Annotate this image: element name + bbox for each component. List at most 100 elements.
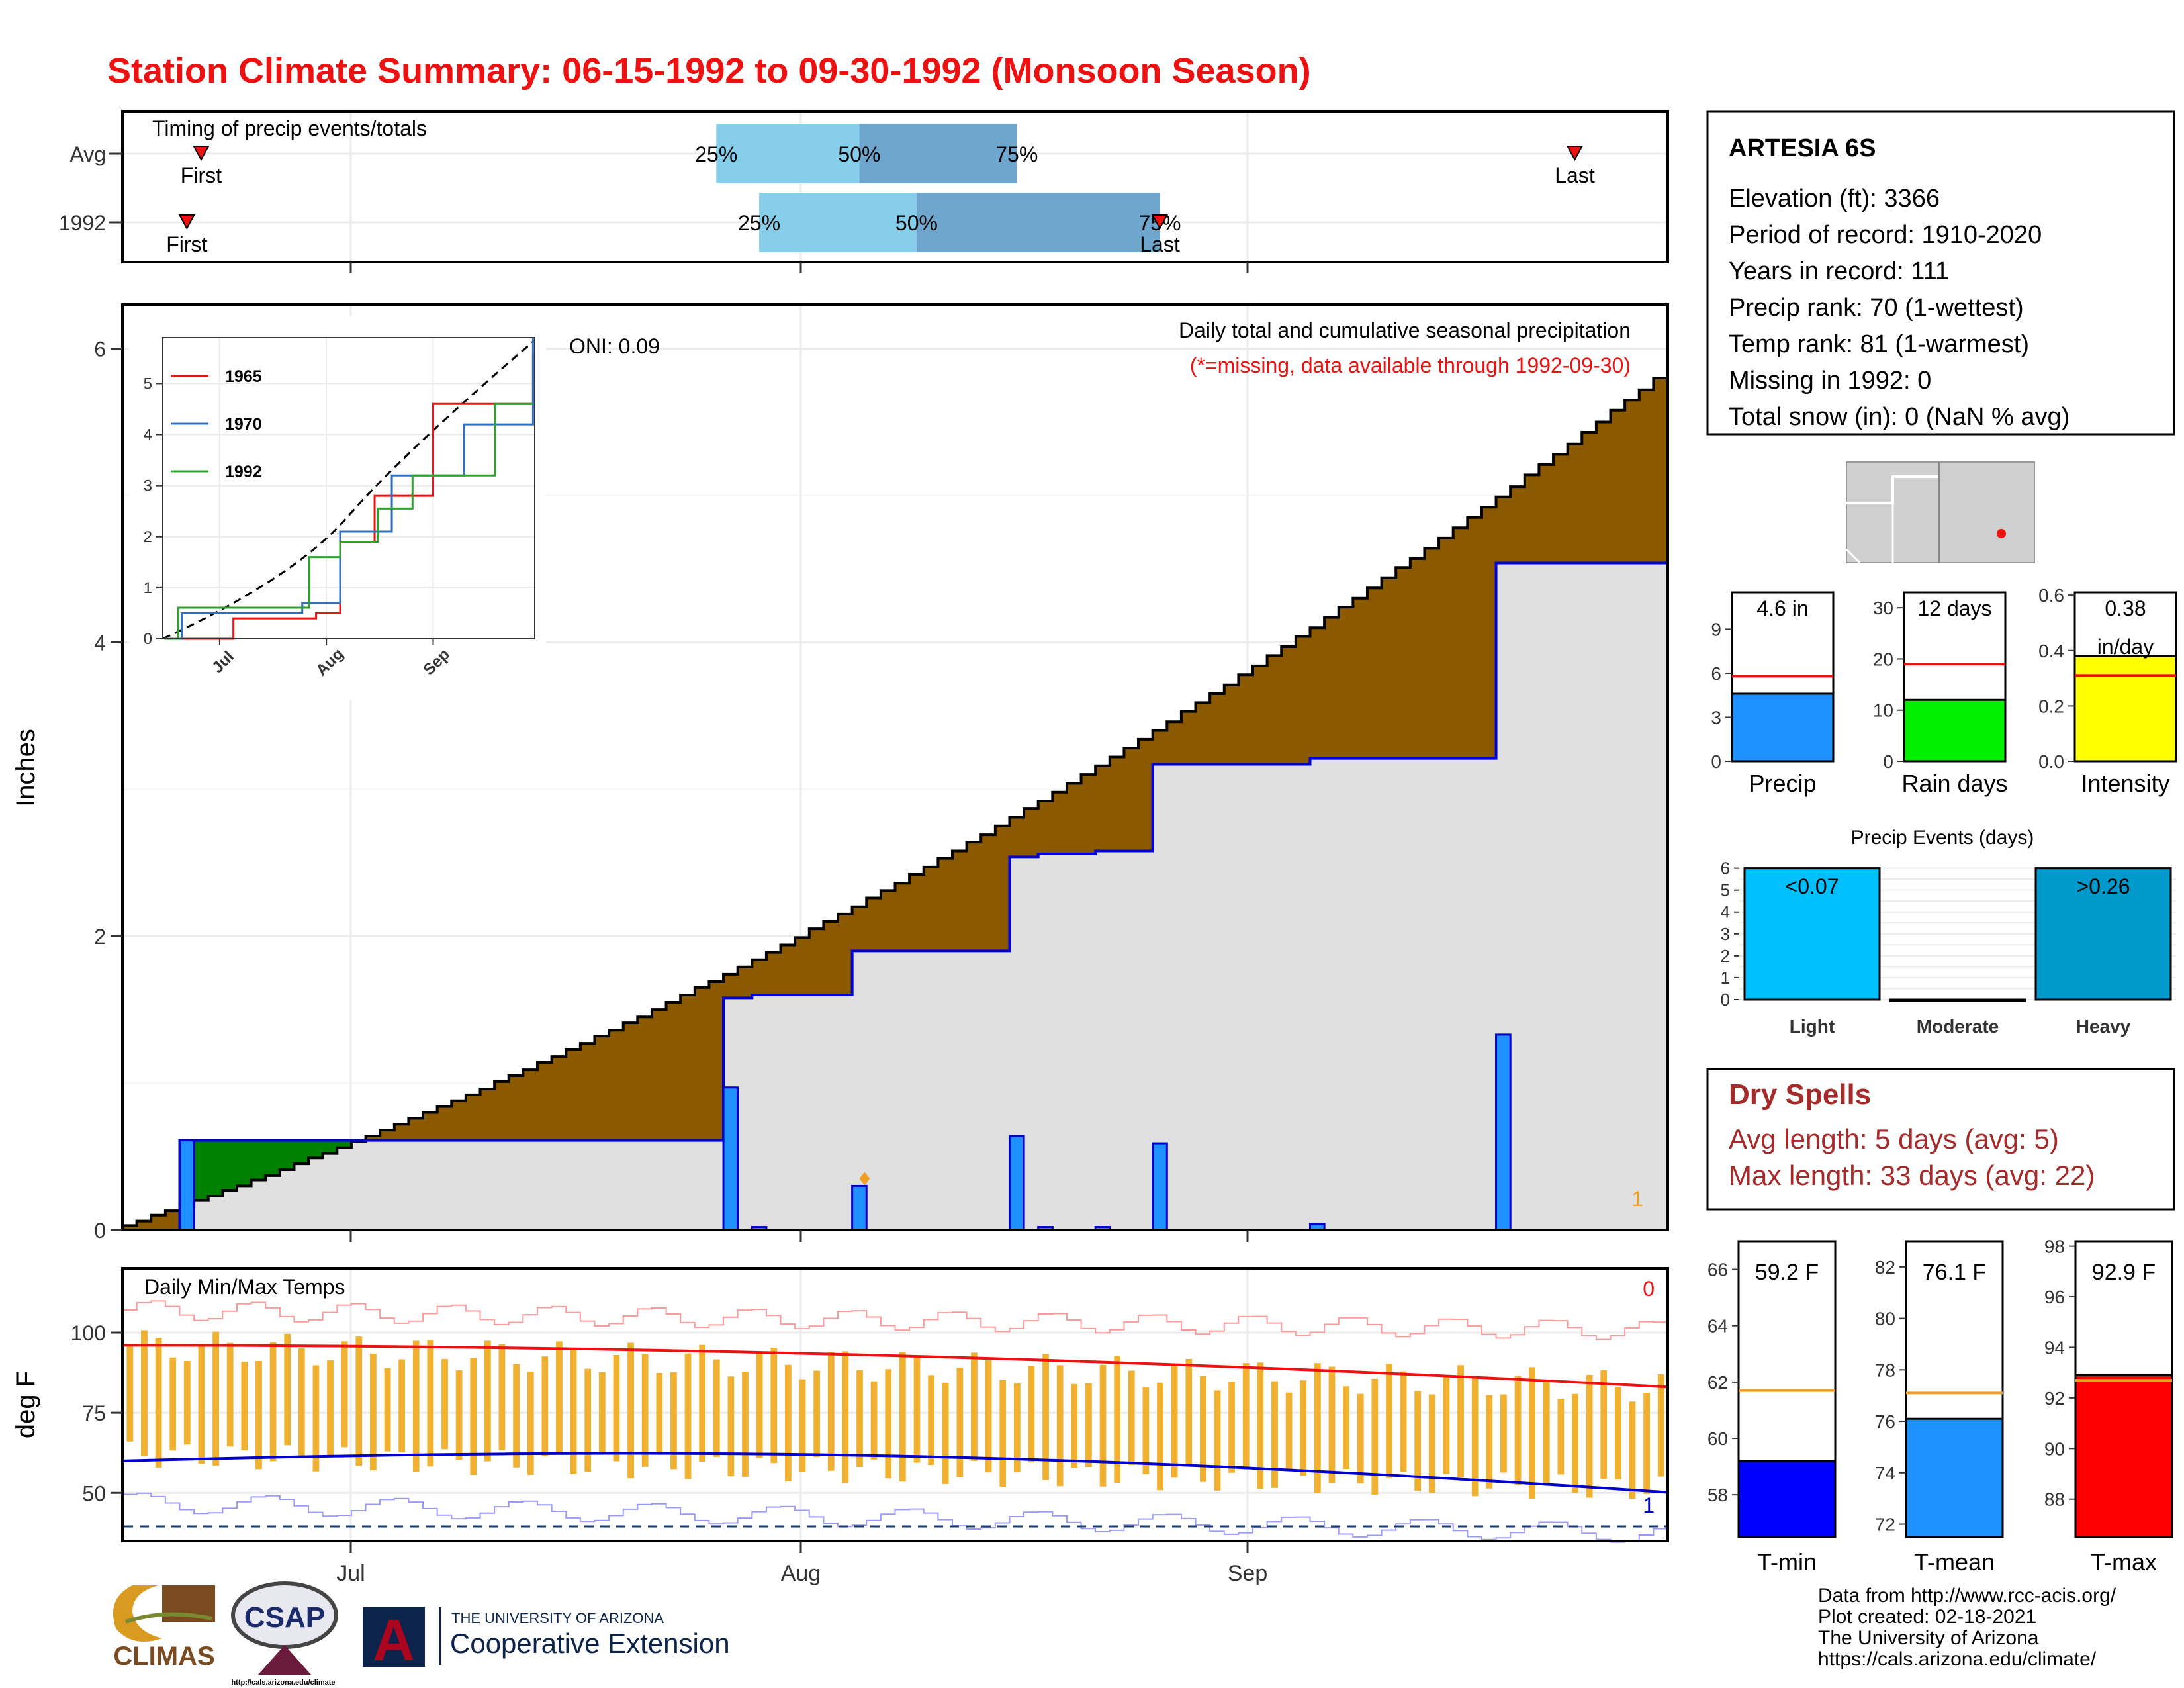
daily-temp-bar <box>971 1352 978 1461</box>
cum-base-fill <box>1109 851 1125 1230</box>
mini-bar-value: 12 days <box>1917 596 1991 620</box>
first-label: First <box>166 232 207 256</box>
events-category-label: Moderate <box>1917 1016 1999 1037</box>
x-tick-label: Sep <box>1228 1561 1268 1586</box>
events-bar-label: >0.26 <box>2077 874 2130 898</box>
deficit-fill <box>1396 567 1411 759</box>
daily-temp-bar <box>427 1340 434 1467</box>
cum-base-fill <box>795 994 810 1230</box>
daily-temp-bar <box>1285 1392 1293 1470</box>
deficit-fill <box>465 1094 481 1141</box>
deficit-fill <box>1195 702 1210 765</box>
cum-base-fill <box>1238 764 1253 1230</box>
cum-base-fill <box>1095 851 1111 1230</box>
mini-bar-precip <box>1731 692 1835 763</box>
temp-bar-tick-label: 94 <box>2044 1337 2065 1358</box>
deficit-fill <box>1210 694 1225 765</box>
avg-cumulative-line <box>121 376 1668 1230</box>
missing-marker <box>859 1172 870 1186</box>
last-marker <box>1151 214 1169 230</box>
deficit-fill <box>380 1130 395 1141</box>
deficit-fill <box>1539 464 1554 563</box>
cum-base-fill <box>1381 758 1396 1230</box>
cum-base-fill <box>1582 563 1597 1230</box>
daily-temp-bar <box>1314 1363 1321 1494</box>
cum-base-fill <box>408 1140 424 1230</box>
deficit-fill <box>1553 454 1569 563</box>
deficit-fill <box>1253 665 1268 765</box>
deficit-fill <box>909 874 925 951</box>
daily-temp-bar <box>1228 1382 1235 1473</box>
cum-base-fill <box>1367 758 1383 1230</box>
deficit-fill <box>651 1009 667 1141</box>
daily-temp-bar <box>1357 1393 1364 1484</box>
deficit-fill <box>1066 783 1082 854</box>
daily-temp-bar <box>1629 1401 1636 1499</box>
daily-temp-bar <box>899 1352 906 1482</box>
daily-temp-bar <box>842 1351 849 1483</box>
daily-temp-bar <box>1128 1370 1135 1466</box>
daily-temp-bar <box>1371 1378 1379 1495</box>
deficit-fill <box>1224 684 1239 765</box>
mini-bar-tick-label: 0.2 <box>2038 696 2064 716</box>
station-info-line: Missing in 1992: 0 <box>1729 367 1931 395</box>
temp-frame <box>121 1267 1669 1542</box>
deficit-fill <box>952 851 968 951</box>
deficit-fill <box>1582 432 1597 563</box>
daily-temp-bar <box>126 1345 134 1442</box>
cum-base-fill <box>1439 758 1454 1230</box>
daily-temp-bar <box>1343 1386 1349 1469</box>
avg-min-line <box>122 1452 1668 1494</box>
cum-base-fill <box>365 1140 381 1230</box>
mini-bar-unit: in/day <box>2097 635 2154 659</box>
mini-bar-label: Rain days <box>1901 770 2007 797</box>
deficit-fill <box>1024 808 1039 857</box>
deficit-fill <box>1338 607 1353 759</box>
timing-pct-label: 50% <box>838 142 880 166</box>
timing-panel-label: Timing of precip events/totals <box>152 117 427 140</box>
daily-temp-bar <box>999 1380 1007 1487</box>
deficit-fill <box>895 883 910 951</box>
precip-y-axis-label: Inches <box>11 729 40 807</box>
cum-base-fill <box>923 951 938 1230</box>
temp-plot-bg <box>122 1268 1668 1541</box>
daily-temp-bar <box>598 1372 606 1454</box>
cum-base-fill <box>380 1140 395 1230</box>
daily-temp-bar <box>856 1370 863 1468</box>
daily-precip-bar <box>1008 1135 1025 1231</box>
cum-base-fill <box>523 1140 538 1230</box>
temp-bar-label: T-mean <box>1914 1548 1995 1575</box>
cum-base-fill <box>1639 563 1654 1230</box>
deficit-fill <box>1081 774 1096 854</box>
deficit-fill <box>1138 739 1154 851</box>
daily-temp-bar <box>699 1344 706 1462</box>
events-bar-light <box>1743 867 1881 1001</box>
daily-temp-bar <box>799 1379 806 1472</box>
deficit-fill <box>1152 730 1167 765</box>
surplus-fill <box>236 1140 252 1186</box>
cum-base-fill <box>394 1140 410 1230</box>
cum-base-fill <box>308 1158 324 1230</box>
dry-spells-box <box>1706 1068 2175 1211</box>
deficit-fill <box>1481 507 1497 759</box>
cum-base-fill <box>895 951 910 1230</box>
footer: Data from http://www.rcc-acis.org/Plot c… <box>113 1581 2116 1687</box>
deficit-fill <box>1610 410 1625 563</box>
cum-base-fill <box>1467 758 1482 1230</box>
first-marker <box>193 146 210 162</box>
inset-legend-label: 1965 <box>225 367 262 386</box>
daily-temp-bar <box>298 1348 305 1458</box>
deficit-fill <box>1009 817 1024 857</box>
deficit-fill <box>1310 628 1325 759</box>
temp-bar-tick-label: 92 <box>2044 1388 2065 1409</box>
daily-temp-bar <box>627 1342 634 1479</box>
daily-temp-bar <box>742 1371 749 1477</box>
timing-bar-25-50 <box>716 124 860 183</box>
temp-bar-tick-label: 62 <box>1707 1372 1728 1393</box>
surplus-fill <box>208 1140 223 1196</box>
cum-base-fill <box>623 1140 638 1230</box>
daily-temp-bar <box>1386 1364 1392 1478</box>
daily-temp-bar <box>1500 1394 1507 1473</box>
missing-count: 1 <box>1631 1187 1643 1211</box>
dry-spells-max: Max length: 33 days (avg: 22) <box>1729 1160 2095 1191</box>
